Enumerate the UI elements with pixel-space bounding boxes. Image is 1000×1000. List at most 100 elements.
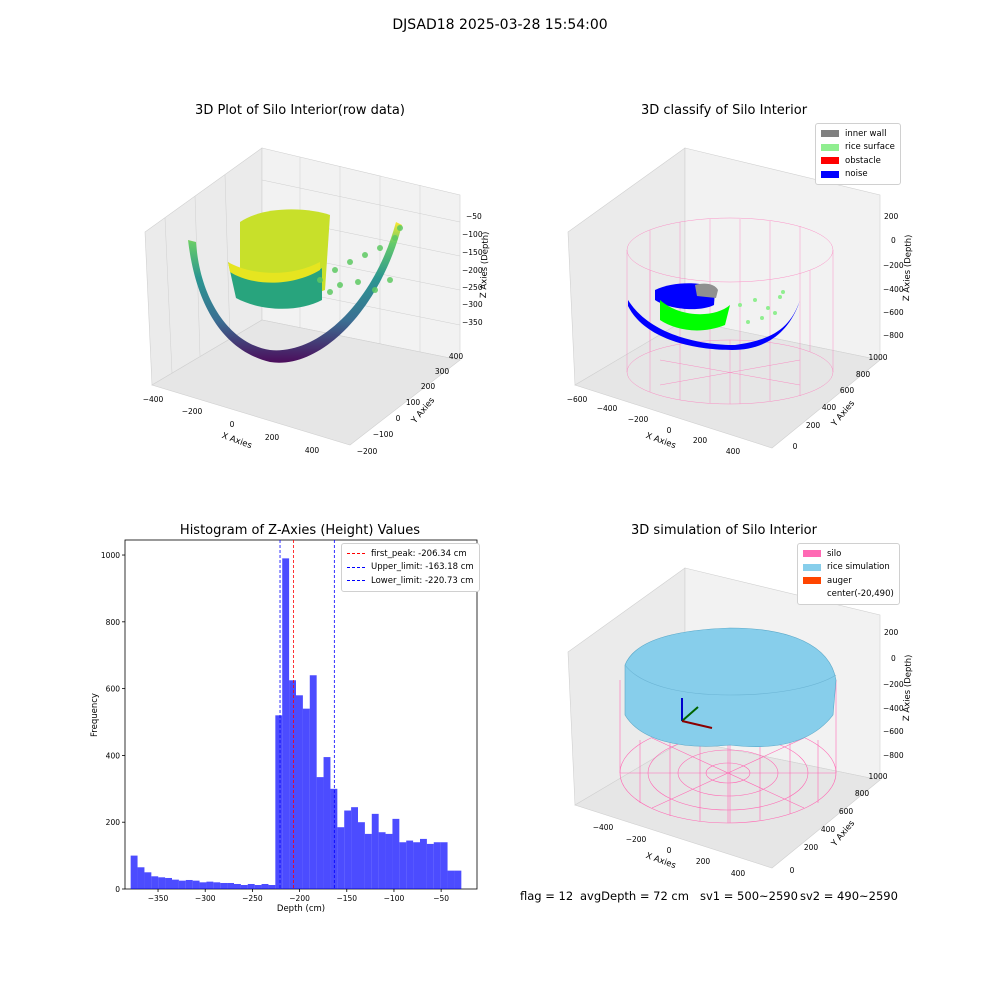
histogram-bar: [178, 880, 186, 889]
legend-label: silo: [827, 548, 842, 559]
legend-label: Lower_limit: -220.73 cm: [371, 575, 474, 586]
histogram-bar: [309, 675, 317, 889]
histogram-bar: [206, 881, 214, 889]
histogram-bar: [171, 879, 179, 889]
legend-label: noise: [845, 169, 868, 180]
floor-pane: [574, 319, 881, 449]
classify-x-label: X Axies: [644, 431, 677, 451]
histogram-bar: [130, 855, 138, 889]
silo-wireframe: [619, 680, 837, 824]
simulation-y-ticks: 0 200 400 600 800 1000: [790, 772, 888, 875]
y-tick-label: 400: [106, 751, 121, 760]
x-tick: 400: [726, 447, 741, 456]
z-tick: −200: [462, 266, 483, 275]
z-tick: −600: [883, 308, 904, 317]
x-tick: −400: [143, 395, 164, 404]
legend-swatch: [803, 550, 821, 558]
histogram-bar: [233, 883, 241, 889]
legend-label: first_peak: -206.34 cm: [371, 548, 467, 559]
x-tick: −200: [628, 415, 649, 424]
grid-lines: [164, 157, 461, 374]
floor-pane: [574, 739, 881, 869]
legend-swatch: [821, 130, 839, 138]
x-ticks: −350 −300 −250 −200 −150 −100 −50: [148, 889, 449, 903]
figure-title: DJSAD18 2025-03-28 15:54:00: [392, 17, 608, 33]
legend-swatch: [803, 591, 821, 598]
histogram-bar: [399, 842, 407, 889]
classify-z-ticks: 200 0 −200 −400 −600 −800: [883, 212, 904, 340]
simulation-z-label: Z Axies (Depth): [902, 654, 914, 721]
y-tick: 300: [435, 367, 450, 376]
legend-swatch: [821, 170, 839, 178]
floor-pane: [151, 319, 461, 446]
x-tick: 200: [265, 433, 280, 442]
raw-x-ticks: −400 −200 0 200 400: [143, 395, 320, 455]
legend-item-upper-limit: Upper_limit: -163.18 cm: [347, 561, 474, 575]
x-tick: −200: [182, 407, 203, 416]
histogram-title: Histogram of Z-Axies (Height) Values: [179, 523, 421, 538]
simulation-x-label: X Axies: [644, 851, 677, 871]
histogram-bar: [158, 877, 166, 889]
y-tick: 1000: [868, 353, 887, 362]
z-tick: 200: [884, 628, 899, 637]
histogram-bar: [337, 827, 345, 889]
histogram-bar: [192, 880, 200, 889]
x-tick: −600: [567, 395, 588, 404]
histogram-bar: [227, 882, 234, 889]
histogram-bar: [406, 840, 414, 889]
x-tick-label: −200: [289, 894, 310, 903]
histogram-bar: [447, 870, 455, 889]
y-tick: 800: [856, 370, 871, 379]
x-tick: 0: [230, 420, 235, 429]
histogram-bar: [254, 884, 262, 889]
histogram-bar: [165, 877, 172, 889]
x-axis-label: Depth (cm): [277, 904, 325, 914]
y-tick: 600: [839, 807, 854, 816]
rice-surface-edge: [624, 664, 837, 696]
histogram-bar: [351, 807, 358, 889]
histogram-bar: [392, 818, 400, 889]
histogram-bar: [295, 695, 303, 889]
histogram-bar: [261, 883, 269, 889]
x-tick-label: −250: [242, 894, 263, 903]
legend-item-center: center(-20,490): [803, 588, 894, 602]
rice-surface-points: [660, 300, 730, 331]
raw-x-label: X Axies: [220, 431, 253, 451]
y-tick: −200: [357, 447, 378, 456]
raw-z-ticks: −50 −100 −150 −200 −250 −300 −350: [462, 212, 483, 327]
histogram-bar: [344, 810, 352, 889]
z-tick: 0: [891, 654, 896, 663]
legend-item-first-peak: first_peak: -206.34 cm: [347, 547, 474, 561]
y-axis-label: Frequency: [90, 693, 100, 737]
classify-plot-title: 3D classify of Silo Interior: [640, 103, 808, 118]
x-tick: 400: [305, 446, 320, 455]
histogram-bar: [213, 882, 221, 889]
legend-swatch: [821, 143, 839, 151]
y-ticks: 0 200 400 600 800 1000: [101, 551, 125, 894]
legend-item-silo: silo: [803, 547, 894, 561]
z-tick: −600: [883, 727, 904, 736]
histogram-bar: [420, 838, 427, 889]
x-tick: 200: [693, 436, 708, 445]
z-tick: −400: [883, 704, 904, 713]
classify-legend: inner wall rice surface obstacle noise: [815, 123, 901, 185]
simulation-legend: silo rice simulation auger center(-20,49…: [797, 543, 900, 605]
legend-swatch: [821, 157, 839, 165]
x-tick: −400: [593, 823, 614, 832]
x-tick-label: −350: [148, 894, 169, 903]
simulation-3d-plot: −400 −200 0 200 400 X Axies 0 200 400 60…: [567, 567, 914, 878]
legend-item-rice-surface: rice surface: [821, 141, 895, 155]
y-tick: 400: [822, 403, 837, 412]
classify-3d-plot: −600 −400 −200 0 200 400 X Axies 0 200 4…: [567, 147, 914, 456]
legend-item-rice-simulation: rice simulation: [803, 561, 894, 575]
z-tick: −800: [883, 331, 904, 340]
legend-label: obstacle: [845, 155, 881, 166]
legend-line: [347, 580, 365, 582]
classify-y-ticks: 0 200 400 600 800 1000: [793, 353, 888, 451]
histogram-bars: [130, 558, 462, 889]
legend-item-noise: noise: [821, 168, 895, 182]
x-tick-label: −100: [384, 894, 405, 903]
histogram-bar: [268, 884, 276, 889]
status-sv1: sv1 = 500~2590: [700, 889, 798, 903]
x-tick-label: −150: [336, 894, 357, 903]
